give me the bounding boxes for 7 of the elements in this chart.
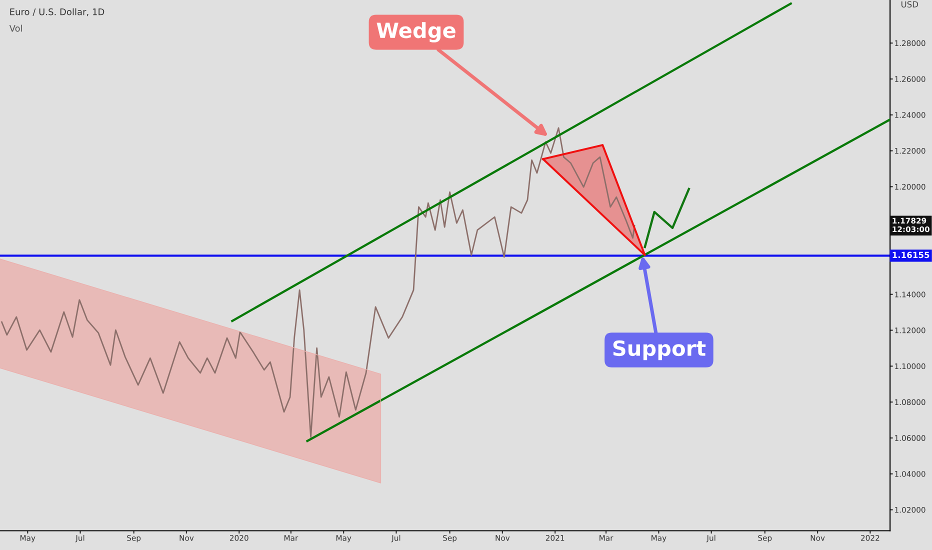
text: Euro / U.S. Dollar, 1D bbox=[10, 8, 104, 16]
annotation: Wedge bbox=[376, 22, 456, 42]
y-axis-title: USD bbox=[901, 1, 918, 8]
annotation: Support bbox=[613, 340, 706, 360]
annotation: Vol bbox=[9, 24, 22, 32]
ref-line-label: 1.16155 bbox=[892, 252, 930, 258]
line-series bbox=[644, 188, 690, 248]
